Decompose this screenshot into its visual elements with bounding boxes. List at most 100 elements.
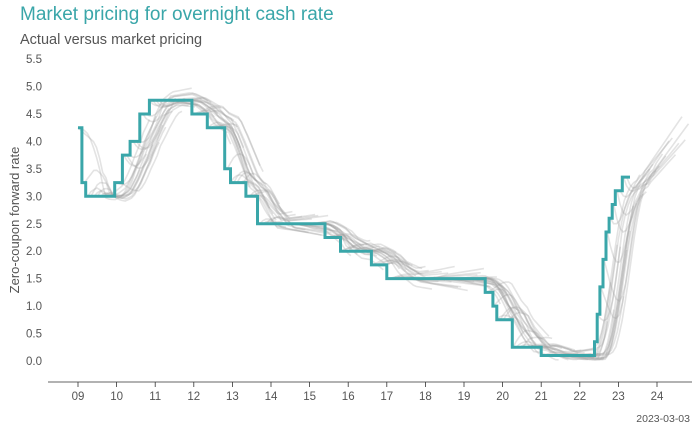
chart-title: Market pricing for overnight cash rate: [20, 4, 334, 25]
pricing-curve: [519, 343, 582, 353]
y-tick-label: 1.0: [26, 301, 42, 313]
pricing-curve: [591, 163, 654, 357]
actual-rate-series: [78, 98, 630, 357]
y-tick-label: 0.5: [26, 329, 42, 341]
y-tick-label: 5.0: [26, 82, 42, 94]
pricing-curve: [116, 100, 179, 186]
actual-rate-line: [78, 98, 630, 357]
pricing-curve: [392, 265, 455, 280]
pricing-curve: [191, 99, 255, 176]
pricing-curve: [370, 250, 433, 290]
pricing-curve: [606, 140, 670, 263]
chart-subtitle: Actual versus market pricing: [20, 32, 203, 48]
pricing-curve: [93, 115, 157, 197]
x-tick-label: 12: [187, 391, 200, 403]
pricing-curve: [477, 277, 540, 355]
pricing-curve: [389, 276, 452, 283]
x-tick-label: 15: [303, 391, 316, 403]
pricing-curve: [188, 99, 251, 188]
pricing-curve: [110, 110, 173, 198]
x-tick-label: 16: [342, 391, 355, 403]
x-tick-label: 14: [265, 391, 278, 403]
pricing-curve: [210, 124, 274, 215]
pricing-curve: [360, 246, 423, 270]
pricing-curve: [77, 127, 141, 197]
pricing-curve: [139, 93, 202, 143]
y-tick-label: 5.5: [26, 54, 42, 66]
pricing-curve: [256, 194, 319, 222]
pricing-curve: [220, 125, 284, 214]
y-tick-label: 4.5: [26, 109, 42, 121]
pricing-curve: [502, 306, 566, 357]
x-tick-label: 20: [496, 391, 509, 403]
pricing-curve: [363, 248, 426, 269]
pricing-curve: [80, 127, 144, 201]
pricing-curve: [376, 259, 439, 283]
pricing-curve: [226, 153, 290, 226]
pricing-curve: [249, 189, 312, 222]
pricing-curve: [194, 109, 258, 182]
pricing-curve: [512, 329, 576, 351]
pricing-curve: [330, 233, 394, 265]
pricing-curve: [204, 109, 267, 185]
date-note: 2023-03-03: [636, 413, 690, 425]
pricing-curve: [334, 233, 397, 254]
pricing-curve: [152, 99, 215, 118]
pricing-curve: [268, 215, 332, 234]
pricing-curve: [106, 108, 170, 198]
pricing-curve: [135, 102, 199, 150]
pricing-curve: [622, 139, 686, 193]
pricing-curve: [262, 220, 325, 237]
pricing-curve: [515, 340, 579, 355]
x-tick-label: 13: [226, 391, 239, 403]
pricing-curve: [596, 165, 660, 322]
pricing-curve: [207, 121, 271, 209]
pricing-curve: [327, 234, 391, 265]
pricing-curve: [594, 169, 657, 357]
pricing-curve: [619, 116, 683, 198]
x-tick-label: 19: [458, 391, 471, 403]
pricing-curve: [366, 249, 429, 273]
pricing-curve: [490, 288, 553, 340]
y-tick-label: 0.0: [26, 356, 42, 368]
pricing-curve: [119, 110, 183, 192]
pricing-curve: [252, 190, 316, 220]
x-tick-label: 10: [110, 391, 123, 403]
pricing-curve: [616, 142, 680, 217]
pricing-curve: [350, 245, 413, 267]
pricing-curve: [522, 336, 585, 354]
pricing-curve: [229, 173, 293, 215]
y-tick-label: 4.0: [26, 136, 42, 148]
x-tick-label: 18: [419, 391, 432, 403]
pricing-curve: [185, 99, 248, 166]
y-tick-label: 1.5: [26, 274, 42, 286]
x-tick-label: 11: [149, 391, 161, 403]
pricing-curve: [499, 306, 563, 350]
pricing-curve: [239, 180, 303, 220]
y-axis-title: Zero-coupon forward rate: [7, 147, 22, 294]
pricing-curve: [113, 97, 177, 198]
pricing-curve: [197, 105, 261, 166]
pricing-curve: [242, 172, 306, 231]
pricing-curve: [353, 247, 417, 277]
pricing-curve: [395, 275, 459, 288]
pricing-curve: [265, 214, 329, 225]
pricing-curve: [625, 123, 690, 189]
pricing-curve: [340, 245, 404, 266]
pricing-curve: [158, 96, 222, 109]
pricing-curve: [346, 243, 410, 266]
pricing-curve: [483, 277, 546, 346]
x-tick-label: 17: [380, 391, 393, 403]
pricing-curve: [609, 137, 673, 225]
pricing-curve: [509, 311, 572, 351]
y-tick-label: 3.0: [26, 191, 42, 203]
pricing-curve: [535, 344, 598, 353]
pricing-curve: [145, 92, 209, 117]
pricing-curve: [126, 104, 189, 170]
pricing-curve: [603, 155, 667, 303]
pricing-curve: [96, 142, 160, 202]
x-tick-label: 22: [573, 391, 586, 403]
pricing-curve: [90, 144, 154, 199]
pricing-curve: [386, 260, 449, 277]
